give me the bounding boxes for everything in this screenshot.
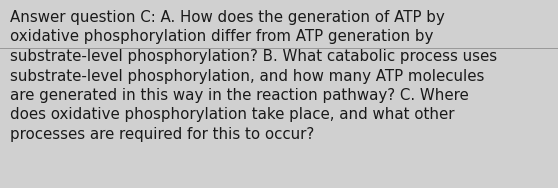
Text: oxidative phosphorylation differ from ATP generation by: oxidative phosphorylation differ from AT… [10, 30, 434, 45]
Text: Answer question C: A. How does the generation of ATP by: Answer question C: A. How does the gener… [10, 10, 445, 25]
Text: are generated in this way in the reaction pathway? C. Where: are generated in this way in the reactio… [10, 88, 469, 103]
Text: processes are required for this to occur?: processes are required for this to occur… [10, 127, 314, 142]
Text: substrate-level phosphorylation? B. What catabolic process uses: substrate-level phosphorylation? B. What… [10, 49, 497, 64]
Text: does oxidative phosphorylation take place, and what other: does oxidative phosphorylation take plac… [10, 108, 455, 123]
Text: substrate-level phosphorylation, and how many ATP molecules: substrate-level phosphorylation, and how… [10, 68, 484, 83]
